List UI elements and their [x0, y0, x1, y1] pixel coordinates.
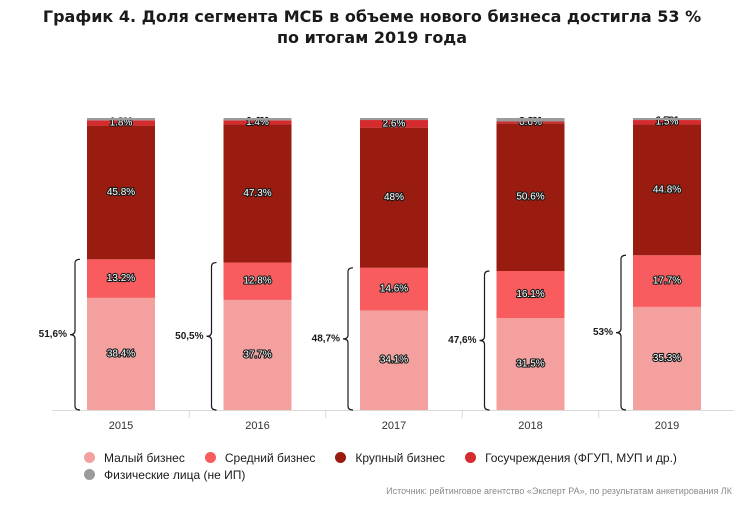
legend-label-individuals: Физические лица (не ИП): [104, 467, 246, 482]
data-label-medium-2018: 16.1%: [516, 289, 544, 300]
bar-segment-individuals-2016: [223, 118, 292, 121]
bar-segment-medium-2015: [87, 259, 155, 298]
legend-item-individuals: Физические лица (не ИП): [84, 468, 245, 482]
chart-title-line-1: График 4. Доля сегмента МСБ в объеме нов…: [42, 7, 702, 26]
data-label-large-2019: 44.8%: [653, 184, 681, 195]
bar-segment-individuals-2018: [496, 118, 565, 122]
data-label-small-2018: 31.5%: [516, 359, 544, 370]
bar-segment-medium-2018: [496, 271, 565, 319]
data-label-medium-2019: 17.7%: [653, 276, 681, 287]
data-label-medium-2017: 14.6%: [380, 284, 408, 295]
data-label-medium-2016: 12.8%: [243, 276, 271, 287]
smb-brace-2019: [615, 254, 627, 411]
bar-segment-gov-2016: [223, 120, 292, 125]
x-tick-label-2017: 2017: [382, 420, 406, 432]
data-label-gov-2017: 2.6%: [383, 118, 406, 129]
legend-item-small: Малый бизнес: [84, 451, 185, 465]
data-label-medium-2015: 13.2%: [107, 273, 135, 284]
data-label-large-2018: 50.6%: [516, 192, 544, 203]
legend-item-medium: Средний бизнес: [204, 450, 316, 465]
bar-segment-large-2015: [87, 125, 155, 260]
source-note: Источник: рейтинговое агентство «Эксперт…: [386, 486, 732, 496]
smb-brace-2017: [342, 267, 354, 411]
legend-label-gov: Госучреждения (ФГУП, МУП и др.): [485, 450, 677, 465]
smb-share-label-2016: 50,5%: [175, 331, 203, 342]
x-tick-label-2019: 2019: [655, 420, 679, 432]
bar-segment-large-2017: [360, 127, 428, 268]
bar-segment-small-2018: [496, 318, 565, 410]
data-label-large-2017: 48%: [384, 192, 404, 203]
stacked-bar-chart: 38.4%13.2%45.8%1.8%201551,6%37.7%12.8%47…: [39, 116, 734, 432]
smb-share-label-2017: 48,7%: [312, 333, 340, 344]
bar-segment-gov-2018: [496, 121, 565, 124]
data-label-small-2015: 38.4%: [107, 348, 135, 359]
chart-title-line-2: по итогам 2019 года: [276, 28, 468, 47]
bar-segment-gov-2017: [360, 120, 428, 128]
legend-item-large: Крупный бизнес: [335, 451, 445, 465]
legend-swatch-small: [84, 452, 95, 463]
smb-share-label-2018: 47,6%: [448, 335, 476, 346]
legend-swatch-large: [335, 452, 347, 463]
smb-brace-2016: [206, 261, 217, 411]
smb-brace-2015: [69, 258, 81, 411]
legend-row: Малый бизнес Средний бизнес Крупный бизнес…: [84, 449, 724, 466]
smb-share-label-2015: 51,6%: [39, 329, 67, 340]
bar-segment-individuals-2015: [87, 118, 155, 121]
data-label-large-2015: 45.8%: [107, 187, 135, 198]
data-label-small-2017: 34.1%: [380, 355, 408, 366]
legend-swatch-medium: [204, 452, 216, 463]
x-tick-label-2016: 2016: [245, 420, 269, 432]
legend-label-small: Малый бизнес: [104, 450, 185, 465]
bar-segment-small-2015: [87, 297, 155, 410]
x-tick-label-2015: 2015: [109, 420, 133, 432]
bar-segment-medium-2016: [223, 262, 292, 300]
bar-segment-gov-2019: [633, 120, 701, 125]
bar-segment-medium-2019: [633, 255, 701, 307]
data-label-large-2016: 47.3%: [243, 188, 271, 199]
x-tick-label-2018: 2018: [518, 420, 542, 432]
bar-segment-large-2019: [633, 124, 701, 256]
bar-segment-gov-2015: [87, 120, 155, 126]
legend-label-medium: Средний бизнес: [224, 450, 316, 465]
bar-segment-individuals-2017: [360, 118, 428, 121]
bar-segment-large-2018: [496, 123, 565, 272]
bar-segment-small-2017: [360, 310, 428, 410]
legend-label-large: Крупный бизнес: [355, 450, 446, 465]
bar-segment-large-2016: [223, 124, 292, 263]
bar-segment-small-2019: [633, 306, 701, 410]
data-label-small-2016: 37.7%: [243, 349, 271, 360]
bar-segment-individuals-2019: [633, 118, 701, 121]
data-label-small-2019: 35.3%: [653, 353, 681, 364]
chart-legend: Малый бизнес Средний бизнес Крупный бизнес…: [84, 449, 724, 483]
legend-row: Физические лица (не ИП): [84, 466, 724, 483]
smb-share-label-2019: 53%: [593, 327, 613, 338]
bar-segment-small-2016: [223, 299, 292, 410]
legend-swatch-individuals: [84, 469, 95, 480]
bar-segment-medium-2017: [360, 267, 428, 311]
chart-title: График 4. Доля сегмента МСБ в объеме нов…: [0, 6, 744, 48]
legend-item-gov: Госучреждения (ФГУП, МУП и др.): [465, 451, 677, 465]
smb-brace-2018: [479, 270, 490, 411]
legend-swatch-gov: [465, 452, 477, 463]
